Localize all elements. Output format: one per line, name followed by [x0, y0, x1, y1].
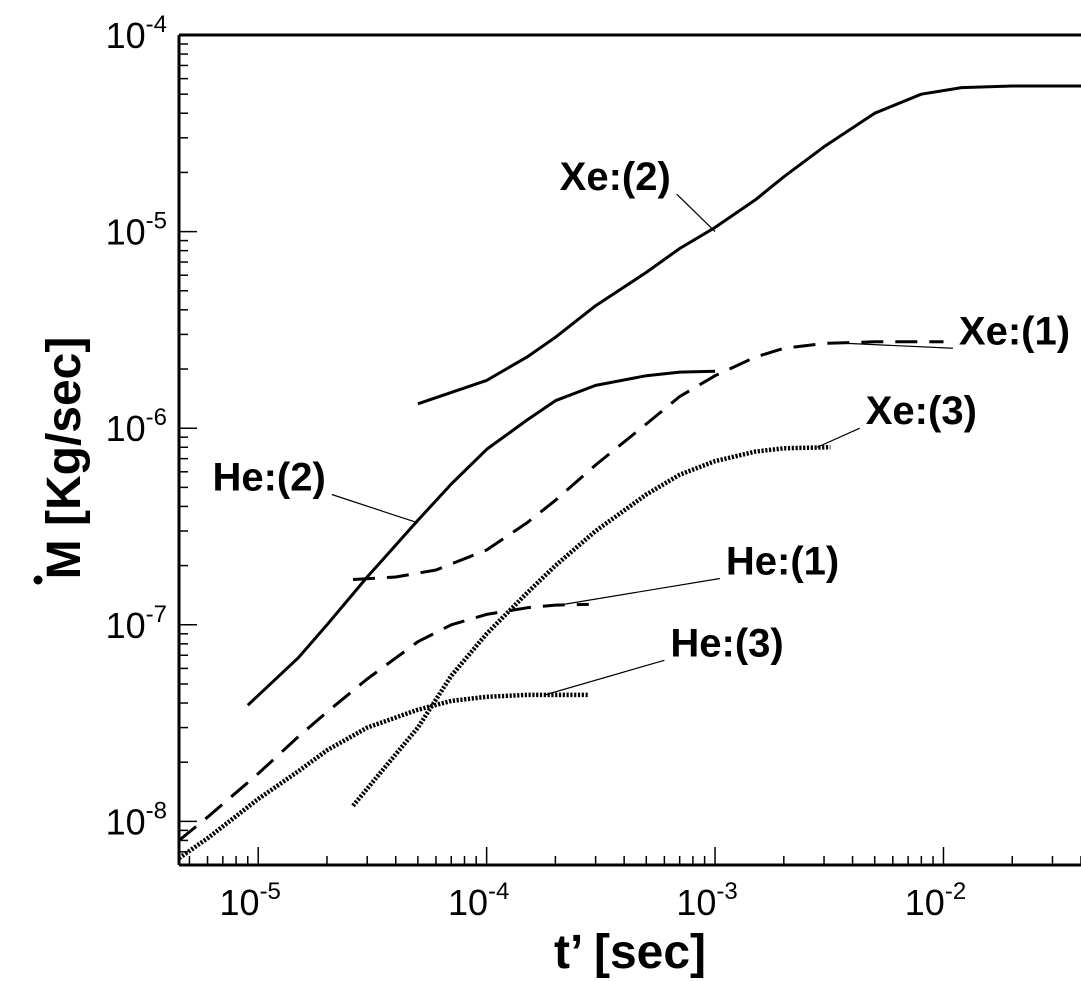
x-tick-label: 10-5 [220, 878, 281, 923]
x-tick-label: 10-3 [676, 878, 737, 923]
series-label-xe-3: Xe:(3) [866, 389, 977, 433]
series-layer [177, 84, 1081, 861]
series-line-xe-2 [417, 84, 1081, 406]
series-label-xe-2: Xe:(2) [560, 155, 671, 199]
leader-line-he-3 [544, 659, 665, 696]
series-label-he-2: He:(2) [212, 455, 325, 499]
y-tick-label: 10-6 [106, 404, 167, 449]
annotations: Xe:(2) Xe:(1) Xe:(3) He:(2) He:(1) He:(3) [212, 155, 1070, 696]
x-axis-label: t’ [sec] [554, 926, 706, 979]
y-axis-label: M [Kg/sec] [38, 337, 91, 580]
series-label-he-1: He:(1) [726, 539, 839, 583]
series-label-xe-1: Xe:(1) [959, 309, 1070, 353]
x-tick-label: 10-2 [905, 878, 966, 923]
series-line-he-2 [246, 369, 716, 707]
leader-line-he-1 [555, 577, 720, 607]
y-tick-label: 10-5 [106, 208, 167, 253]
series-line-xe-1 [352, 340, 944, 581]
leader-line-he-2 [331, 493, 419, 524]
y-axis-label-group: M [Kg/sec] [33, 337, 91, 585]
series-line-he-3 [177, 692, 589, 861]
leader-line-xe-3 [816, 427, 860, 448]
leader-line-xe-2 [676, 193, 716, 233]
y-axis-label-dot [33, 575, 43, 585]
y-tick-label: 10-7 [106, 601, 167, 646]
x-tick-label: 10-4 [448, 878, 509, 923]
y-tick-label: 10-8 [106, 797, 167, 842]
leader-line-xe-1 [847, 342, 953, 349]
series-label-he-3: He:(3) [670, 621, 783, 665]
plot-frame [177, 33, 1081, 867]
y-tick-label: 10-4 [106, 11, 167, 56]
tick-labels: 10-5 10-4 10-3 10-2 10-8 10-7 10-6 10-5 10-4 [106, 11, 967, 923]
axis-ticks [179, 34, 1081, 866]
series-line-xe-3 [351, 444, 831, 808]
series-line-he-1 [178, 602, 589, 842]
